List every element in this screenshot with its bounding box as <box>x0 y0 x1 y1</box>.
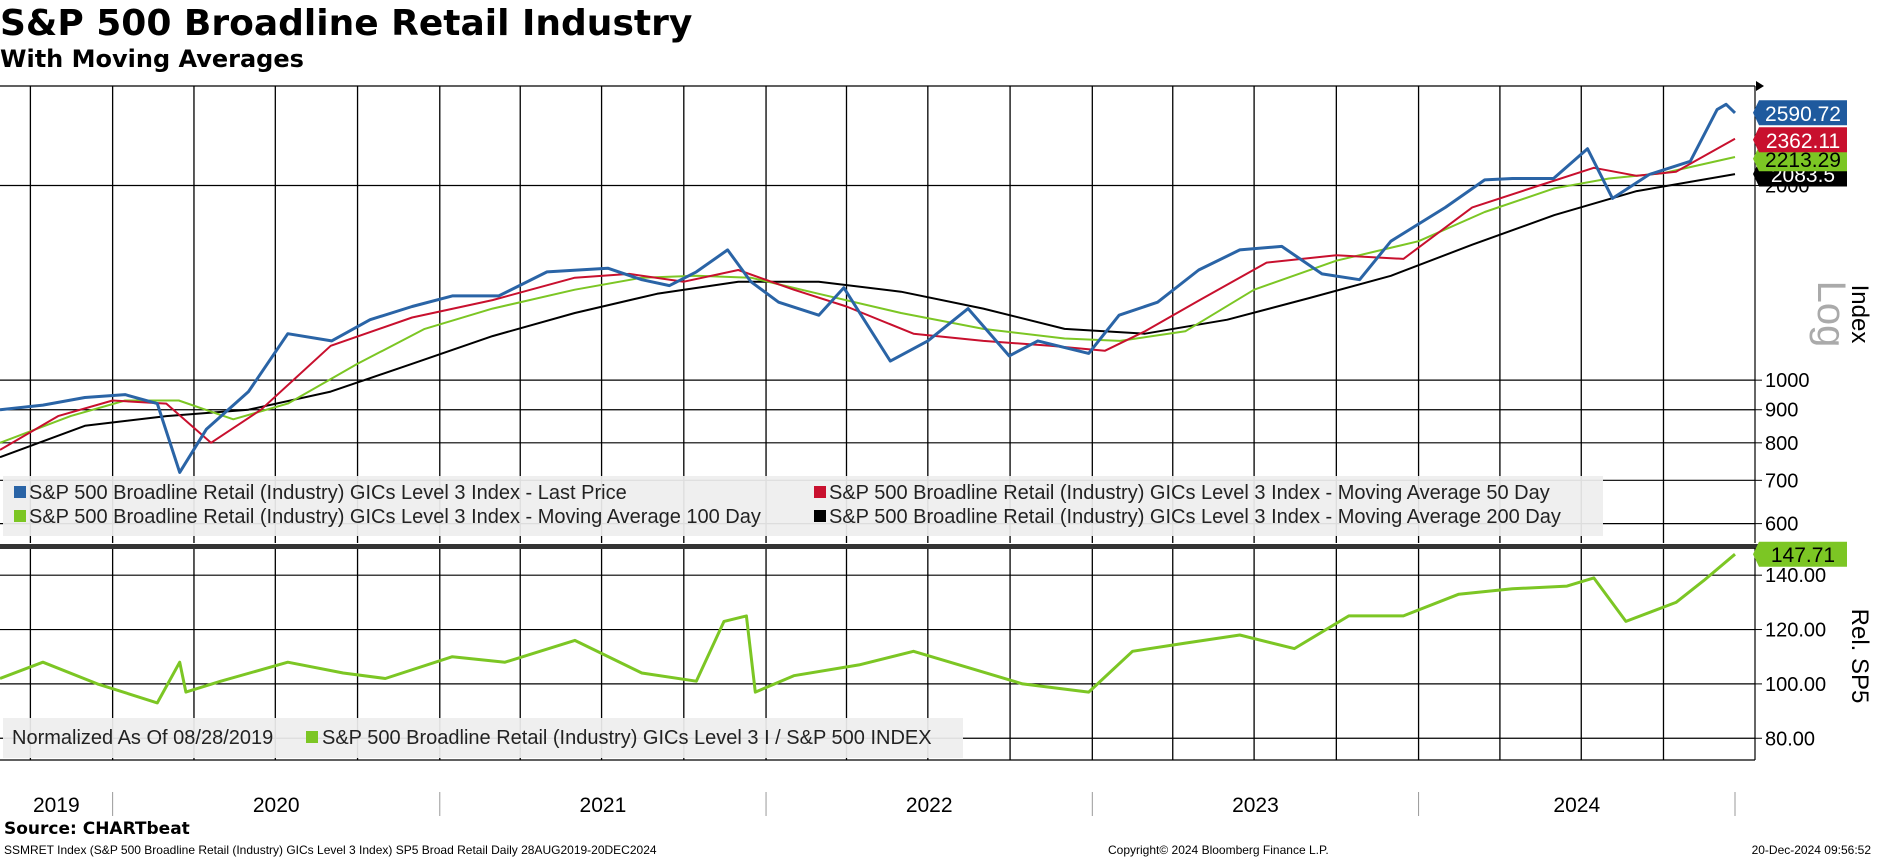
legend-swatch <box>14 486 26 498</box>
upper-panel-series <box>0 102 1737 474</box>
chart-subtitle: With Moving Averages <box>0 45 304 73</box>
last-price-label-text: 2590.72 <box>1765 103 1841 126</box>
relative-performance-line <box>0 553 1736 705</box>
legend-entry-label: S&P 500 Broadline Retail (Industry) GICs… <box>322 727 932 749</box>
lower-y-tick-label: 80.00 <box>1765 728 1815 750</box>
relative-last-label: 147.71 <box>1753 541 1847 567</box>
panel-divider <box>0 544 1845 549</box>
upper-y-tick-label: 700 <box>1765 470 1798 492</box>
legend-swatch <box>306 731 318 743</box>
chart-title: S&P 500 Broadline Retail Industry <box>0 3 693 44</box>
x-axis-year-label: 2024 <box>1553 794 1600 817</box>
x-axis-year-label: 2022 <box>906 794 953 817</box>
lower-y-tick-label: 100.00 <box>1765 674 1826 696</box>
relative-last-label-box <box>1753 541 1847 567</box>
source-note: Source: CHARTbeat <box>4 819 190 839</box>
lower-y-tick-label: 120.00 <box>1765 620 1826 642</box>
legend-entry-label: S&P 500 Broadline Retail (Industry) GICs… <box>29 482 627 504</box>
upper-y-tick-label: 900 <box>1765 400 1798 422</box>
ma100-last-label: 2213.29 <box>1753 146 1847 172</box>
ma50-last-label: 2362.11 <box>1753 127 1847 153</box>
legend-entry-label: S&P 500 Broadline Retail (Industry) GICs… <box>29 506 761 528</box>
last-price-label: 2590.72 <box>1753 100 1847 126</box>
legend-normalization-note: Normalized As Of 08/28/2019 <box>12 727 273 749</box>
ma100-last-label-box <box>1753 146 1847 172</box>
footer-ticker-description: SSMRET Index (S&P 500 Broadline Retail (… <box>4 843 657 857</box>
x-axis-year-label: 2023 <box>1232 794 1279 817</box>
relative-last-label-text: 147.71 <box>1771 544 1835 567</box>
legend-entry-label: S&P 500 Broadline Retail (Industry) GICs… <box>829 482 1550 504</box>
x-axis-year-label: 2020 <box>253 794 300 817</box>
x-axis-year-label: 2019 <box>33 794 80 817</box>
legend-swatch <box>14 510 26 522</box>
upper-y-tick-label: 600 <box>1765 514 1798 536</box>
x-axis-year-label: 2021 <box>580 794 627 817</box>
legends: S&P 500 Broadline Retail (Industry) GICs… <box>3 476 1603 758</box>
lower-panel-frame <box>0 544 1845 761</box>
upper-y-tick-label: 800 <box>1765 433 1798 455</box>
lower-y-axis-title: Rel. SP5 <box>1846 609 1873 704</box>
upper-y-tick-label: 1000 <box>1765 370 1810 392</box>
footer-timestamp: 20-Dec-2024 09:56:52 <box>1751 843 1871 857</box>
lower-panel-series <box>0 553 1736 705</box>
legend-entry-label: S&P 500 Broadline Retail (Industry) GICs… <box>829 506 1561 528</box>
moving-average-100-day-line <box>0 156 1736 444</box>
moving-average-200-day-line <box>0 173 1736 459</box>
upper-y-axis-title: Index <box>1846 285 1873 344</box>
ma50-last-label-text: 2362.11 <box>1766 130 1840 153</box>
axis-arrow-icon <box>1756 81 1764 91</box>
lower-legend-box <box>3 718 963 758</box>
upper-legend-box <box>3 476 1603 536</box>
last-price-label-box <box>1753 100 1847 126</box>
moving-average-50-day-line <box>0 137 1736 451</box>
footer-copyright: Copyright© 2024 Bloomberg Finance L.P. <box>1108 843 1329 857</box>
ma100-last-label-text: 2213.29 <box>1765 149 1841 172</box>
lower-y-axis-tick-labels: 80.00 100.00 120.00 140.00 <box>1755 565 1826 750</box>
upper-panel-gridlines <box>0 86 1755 543</box>
ma50-last-label-box <box>1753 127 1847 153</box>
legend-swatch <box>814 486 826 498</box>
last-price-line <box>0 102 1737 474</box>
log-scale-label: Log <box>1809 281 1853 348</box>
upper-y-axis-tick-labels: 60070080090010002000 <box>1755 175 1810 536</box>
x-axis: 2019 2020 2021 2022 2023 2024 <box>33 792 1736 817</box>
legend-swatch <box>814 510 826 522</box>
lower-y-tick-label: 140.00 <box>1765 565 1826 587</box>
